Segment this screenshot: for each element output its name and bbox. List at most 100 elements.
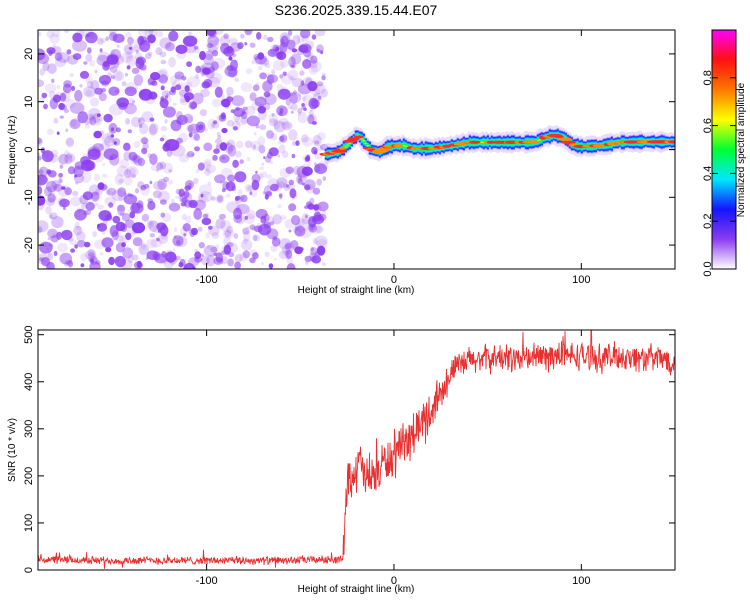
noise-blob — [284, 242, 292, 250]
noise-blob — [201, 255, 210, 266]
noise-blob — [263, 34, 268, 41]
noise-blob — [160, 231, 168, 240]
noise-blob — [255, 81, 260, 87]
signal-ridge-segment — [536, 133, 540, 149]
y-tick-label: 20 — [23, 48, 35, 60]
noise-blob — [290, 53, 302, 65]
figure-title: S236.2025.339.15.44.E07 — [275, 2, 438, 18]
noise-blob — [297, 34, 305, 44]
noise-blob — [195, 121, 206, 133]
noise-blob — [129, 156, 140, 165]
noise-blob — [202, 67, 211, 75]
noise-blob — [129, 211, 135, 219]
noise-blob — [73, 173, 85, 184]
noise-blob — [38, 156, 42, 161]
noise-blob — [266, 130, 274, 139]
noise-blob — [45, 83, 57, 93]
noise-blob — [212, 98, 222, 108]
noise-blob — [52, 232, 57, 239]
noise-blob — [114, 173, 124, 186]
noise-blob — [282, 183, 287, 189]
noise-blob — [244, 42, 248, 46]
noise-blob — [178, 188, 185, 197]
noise-blob — [89, 256, 98, 265]
noise-blob — [160, 96, 165, 102]
noise-blob — [107, 62, 113, 66]
noise-blob — [242, 227, 250, 235]
noise-blob — [117, 195, 124, 201]
noise-blob — [277, 154, 281, 158]
noise-blob — [246, 115, 260, 127]
noise-blob — [231, 95, 245, 107]
y-tick-label: -20 — [23, 237, 35, 253]
noise-blob — [264, 251, 270, 258]
noise-blob — [211, 50, 219, 57]
noise-blob — [124, 72, 129, 77]
noise-blob — [204, 168, 211, 176]
noise-blob — [57, 177, 63, 185]
noise-blob — [310, 247, 315, 252]
noise-blob — [43, 103, 48, 110]
noise-blob — [129, 97, 133, 103]
noise-blob — [106, 54, 119, 65]
noise-blob — [150, 164, 157, 171]
noise-blob — [77, 111, 89, 124]
noise-blob — [128, 168, 136, 175]
noise-blob — [38, 226, 43, 234]
noise-blob — [286, 39, 296, 50]
noise-blob — [194, 256, 203, 263]
noise-blob — [215, 218, 226, 229]
noise-blob — [75, 231, 86, 242]
noise-blob — [263, 213, 270, 222]
signal-hotspot — [353, 135, 364, 139]
noise-blob — [99, 142, 110, 151]
noise-blob — [113, 141, 117, 145]
noise-blob — [135, 49, 139, 54]
noise-blob — [228, 68, 238, 78]
noise-blob — [298, 170, 308, 182]
noise-blob — [47, 237, 51, 241]
signal-ridge-segment — [538, 132, 542, 148]
noise-blob — [252, 252, 259, 260]
noise-blob — [270, 44, 278, 55]
noise-blob — [162, 223, 166, 228]
noise-blob — [279, 215, 287, 221]
noise-blob — [197, 162, 205, 171]
noise-blob — [290, 103, 298, 111]
noise-blob — [169, 254, 173, 258]
colorbar-gradient — [711, 29, 737, 270]
signal-ridge-segment — [346, 138, 350, 152]
noise-blob — [74, 89, 83, 102]
noise-blob — [279, 41, 288, 54]
noise-blob — [304, 255, 313, 263]
signal-hotspot — [557, 137, 572, 141]
noise-blob — [168, 56, 177, 68]
noise-blob — [272, 60, 285, 71]
noise-blob — [84, 209, 92, 216]
noise-blob — [313, 162, 317, 166]
noise-blob — [139, 90, 147, 98]
noise-blob — [183, 113, 194, 124]
noise-blob — [178, 154, 189, 163]
noise-blob — [59, 115, 64, 119]
noise-blob — [133, 74, 144, 86]
noise-blob — [259, 72, 267, 80]
noise-blob — [62, 83, 72, 94]
noise-blob — [282, 71, 287, 77]
noise-blob — [85, 76, 93, 84]
noise-blob — [76, 240, 86, 248]
noise-blob — [72, 39, 87, 52]
spectrogram-x-label: Height of straight line (km) — [298, 285, 415, 296]
noise-blob — [59, 92, 67, 102]
noise-blob — [141, 111, 154, 123]
noise-blob — [165, 249, 173, 256]
noise-blob — [190, 101, 198, 110]
noise-blob — [233, 207, 242, 220]
noise-blob — [39, 241, 53, 254]
noise-blob — [220, 97, 226, 103]
noise-blob — [307, 114, 315, 125]
noise-blob — [316, 48, 321, 53]
noise-blob — [108, 202, 114, 208]
noise-blob — [82, 191, 93, 201]
noise-blob — [200, 62, 215, 75]
